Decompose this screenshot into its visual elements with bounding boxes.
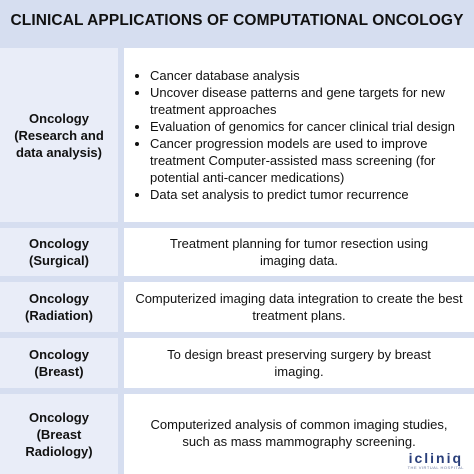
row-label-breast: Oncology (Breast) [0,338,118,388]
desc-text: Computerized imaging data integration to… [135,291,463,323]
desc-text: To design breast preserving surgery by b… [167,347,431,379]
label-line: Oncology [29,409,89,425]
logo-tagline: THE VIRTUAL HOSPITAL [407,465,464,470]
list-item: Cancer progression models are used to im… [150,135,466,186]
row-label-breast-radiology: Oncology (Breast Radiology) [0,394,118,474]
label-line: (Research and [14,127,104,143]
desc-text: Computerized analysis of common imaging … [150,417,448,449]
row-label-surgical: Oncology (Surgical) [0,228,118,276]
label-line: (Radiation) [25,308,93,323]
label-line: Oncology [29,347,89,362]
list-item: Data set analysis to predict tumor recur… [150,186,466,203]
title-text: CLINICAL APPLICATIONS OF COMPUTATIONAL O… [10,12,464,29]
label-line: Radiology) [25,443,93,459]
row-label-research: Oncology (Research and data analysis) [0,48,118,222]
row-desc-surgical: Treatment planning for tumor resection u… [124,228,474,276]
row-desc-breast: To design breast preserving surgery by b… [124,338,474,388]
label-line: (Breast [36,426,82,442]
label-line: data analysis) [16,144,102,160]
row-desc-radiation: Computerized imaging data integration to… [124,282,474,332]
page-title: CLINICAL APPLICATIONS OF COMPUTATIONAL O… [0,0,474,42]
row-desc-research: Cancer database analysis Uncover disease… [124,48,474,222]
label-line: Oncology [29,236,89,251]
list-item: Evaluation of genomics for cancer clinic… [150,118,466,135]
label-line: (Breast) [34,364,84,379]
label-line: Oncology [29,291,89,306]
research-list: Cancer database analysis Uncover disease… [128,67,466,203]
row-label-radiation: Oncology (Radiation) [0,282,118,332]
label-line: Oncology [29,110,89,126]
row-desc-breast-radiology: Computerized analysis of common imaging … [124,394,474,474]
list-item: Uncover disease patterns and gene target… [150,84,466,118]
logo-word: icliniq [408,450,464,466]
desc-text: Treatment planning for tumor resection u… [169,236,429,268]
label-line: (Surgical) [29,253,89,268]
icliniq-logo: icliniq THE VIRTUAL HOSPITAL [408,451,464,470]
list-item: Cancer database analysis [150,67,466,84]
